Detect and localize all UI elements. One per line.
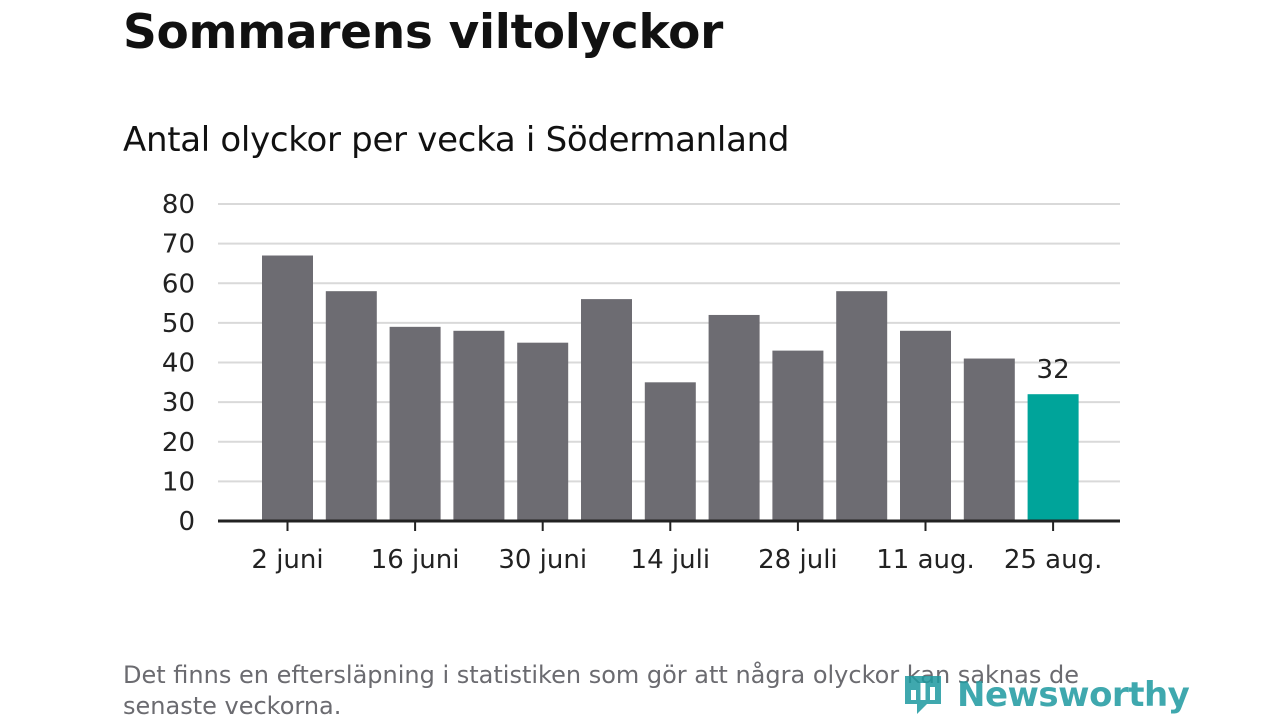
bar-2 [389,326,441,521]
bar-6 [644,382,696,521]
y-tick-label-0: 0 [178,507,195,537]
bar-3 [453,330,505,521]
chart-title: Sommarens viltolyckor [123,5,724,60]
y-tick-label-70: 70 [162,230,195,260]
bar-5 [581,299,632,521]
x-tick-label-10: 11 aug. [876,545,975,575]
bar-1 [325,291,377,521]
newsworthy-logo: Newsworthy [903,670,1190,720]
labels: 0 10 20 30 40 50 60 70 80 2 juni 16 juni 30 juni 14 … [162,190,1102,575]
x-tick-label-12: 25 aug. [1004,545,1103,575]
y-tick-label-50: 50 [162,309,195,339]
x-tick-label-0: 2 juni [251,545,323,575]
brand-name: Newsworthy [957,675,1190,715]
y-tick-label-30: 30 [162,388,195,418]
y-tick-label-40: 40 [162,349,195,379]
bars [262,255,1079,521]
bar-8 [772,350,824,521]
bar-12 [1027,394,1079,521]
y-tick-label-20: 20 [162,428,195,458]
bar-chart: 0 10 20 30 40 50 60 70 80 2 juni 16 juni 30 juni 14 … [162,190,1120,575]
x-axis [218,519,1120,531]
x-tick-label-6: 14 juli [631,545,711,575]
bar-chart-logo-icon [905,676,941,714]
bar-0 [262,255,313,521]
bar-7 [708,314,760,521]
chart-subtitle: Antal olyckor per vecka i Södermanland [123,120,790,160]
x-tick-label-2: 16 juni [371,545,460,575]
bar-10 [900,330,951,521]
data-label-12: 32 [1037,355,1070,385]
x-tick-label-8: 28 juli [758,545,838,575]
bar-11 [963,358,1015,521]
bar-4 [517,342,569,521]
y-tick-label-80: 80 [162,190,195,220]
y-tick-label-10: 10 [162,467,195,497]
bar-9 [836,291,888,521]
y-tick-label-60: 60 [162,269,195,299]
x-tick-label-4: 30 juni [498,545,587,575]
